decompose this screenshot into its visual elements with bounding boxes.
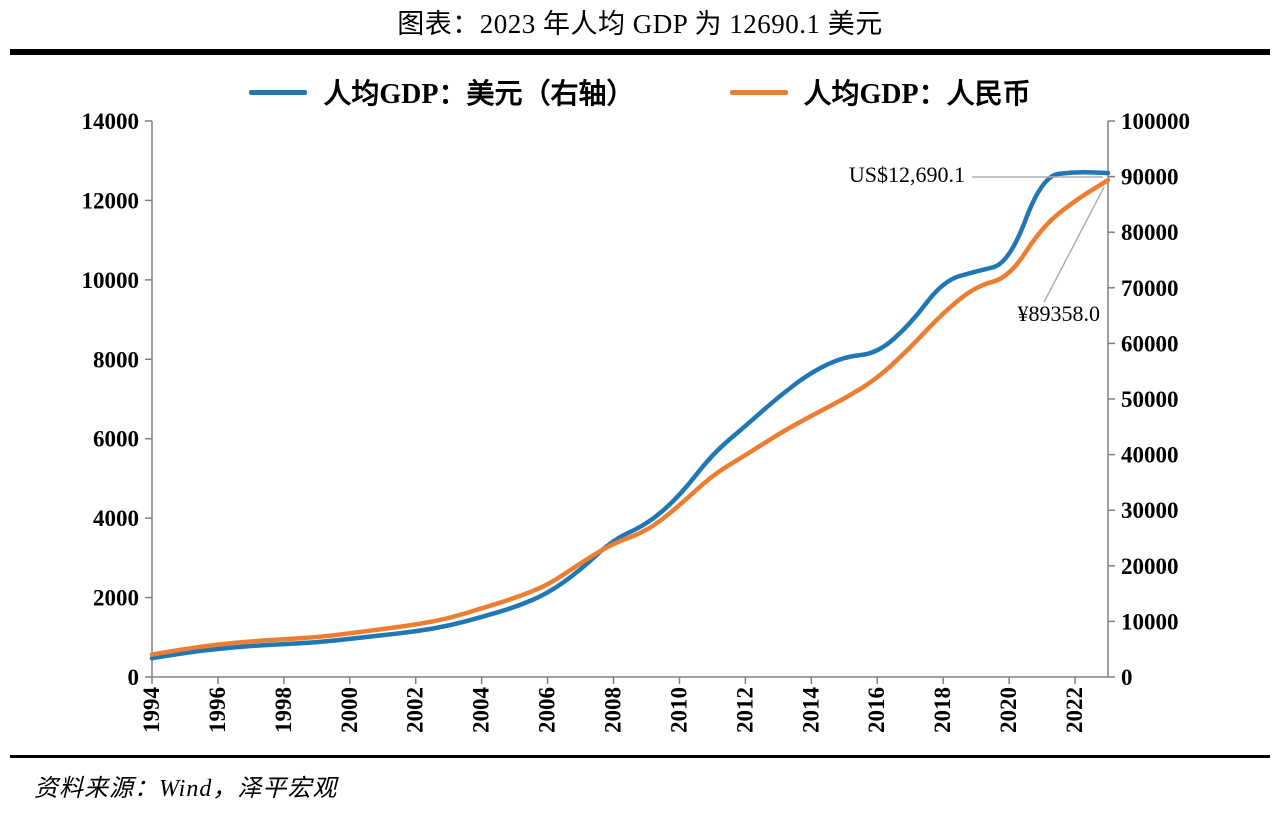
legend-label-usd: 人均GDP：美元（右轴）	[323, 79, 635, 110]
series-line-usd	[149, 170, 1111, 661]
line-chart: 0 2000 4000 6000 8000 10000 12000 14000 0 10000 20…	[82, 113, 1191, 733]
right-axis-label: 50000	[1121, 387, 1179, 412]
right-axis-label: 30000	[1121, 498, 1179, 523]
series-line-rmb	[149, 177, 1111, 657]
right-axis-label: 40000	[1121, 443, 1179, 468]
right-axis-label: 80000	[1121, 220, 1179, 245]
legend-item-usd: 人均GDP：美元（右轴）	[249, 72, 635, 112]
left-axis-label: 6000	[93, 427, 139, 452]
right-axis-label: 20000	[1121, 554, 1179, 579]
left-axis-label: 14000	[82, 113, 140, 134]
left-axis-label: 10000	[82, 268, 140, 293]
x-axis-label: 2018	[930, 687, 955, 733]
annotation-rmb-label: ¥89358.0	[1018, 301, 1101, 326]
x-axis-label: 2006	[535, 687, 560, 733]
x-axis-ticks: 1994 1996 1998 2000 2002 2004 2006 2008 2010 2012…	[139, 677, 1087, 733]
x-axis-label: 2010	[666, 687, 691, 733]
annotation-usd-label: US$12,690.1	[849, 162, 965, 187]
page-title: 图表：2023 年人均 GDP 为 12690.1 美元	[397, 9, 883, 39]
legend-line-rmb-icon	[729, 89, 788, 95]
legend-label-rmb: 人均GDP：人民币	[803, 79, 1031, 110]
right-axis-label: 100000	[1121, 113, 1190, 134]
x-axis-label: 2012	[732, 687, 757, 733]
x-axis-label: 1996	[205, 687, 230, 733]
x-axis-label: 2000	[337, 687, 362, 733]
x-axis-label: 1994	[139, 687, 164, 734]
left-axis-label: 8000	[93, 347, 139, 372]
bottom-rule	[10, 755, 1270, 758]
annotation-rmb: ¥89358.0	[1018, 186, 1105, 326]
annotation-usd: US$12,690.1	[849, 162, 1103, 187]
right-axis-label: 60000	[1121, 331, 1179, 356]
left-axis-label: 0	[128, 665, 140, 690]
x-axis-label: 1998	[271, 687, 296, 733]
x-axis-label: 2014	[798, 687, 823, 734]
x-axis-label: 2022	[1062, 687, 1087, 733]
source-note: 资料来源：Wind，泽平宏观	[34, 776, 338, 802]
legend: 人均GDP：美元（右轴） 人均GDP：人民币	[0, 71, 1280, 113]
x-axis-label: 2002	[403, 687, 428, 733]
right-axis-label: 70000	[1121, 276, 1179, 301]
x-axis-label: 2020	[996, 687, 1021, 733]
right-axis-ticks: 0 10000 20000 30000 40000 50000 60000 70000 8000…	[1108, 113, 1190, 690]
left-axis-label: 4000	[93, 506, 139, 531]
left-axis-ticks: 0 2000 4000 6000 8000 10000 12000 14000	[82, 113, 152, 690]
top-rule	[10, 49, 1270, 55]
x-axis-label: 2004	[469, 687, 494, 734]
x-axis-label: 2016	[864, 687, 889, 733]
left-axis-label: 2000	[93, 586, 139, 611]
legend-item-rmb: 人均GDP：人民币	[729, 72, 1031, 112]
right-axis-label: 0	[1121, 665, 1133, 690]
legend-line-usd-icon	[249, 89, 308, 95]
left-axis-label: 12000	[82, 188, 140, 213]
axes	[151, 121, 1109, 678]
right-axis-label: 90000	[1121, 165, 1179, 190]
x-axis-label: 2008	[601, 687, 626, 733]
right-axis-label: 10000	[1121, 609, 1179, 634]
